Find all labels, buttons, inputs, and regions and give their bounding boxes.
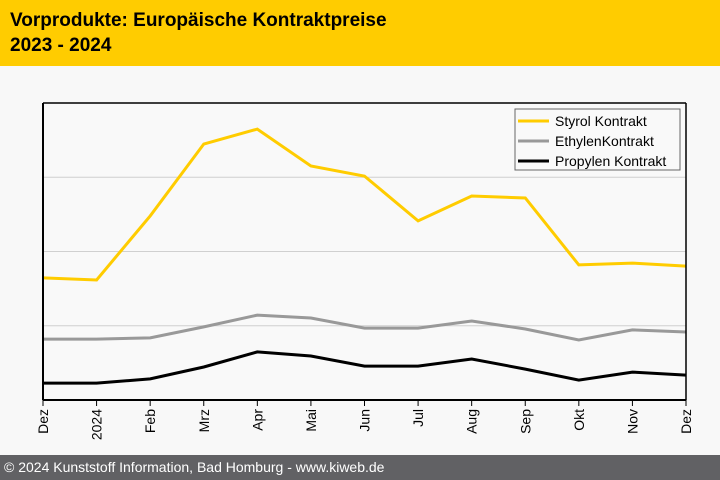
x-tick-label: Jul xyxy=(410,409,426,427)
legend: Styrol Kontrakt EthylenKontrakt Propylen K… xyxy=(514,108,681,171)
legend-label: Propylen Kontrakt xyxy=(555,153,666,169)
x-tick-label: Apr xyxy=(249,409,265,431)
legend-label: Styrol Kontrakt xyxy=(555,113,647,129)
x-tick-label: Feb xyxy=(142,409,158,433)
header-bar: Vorprodukte: Europäische Kontraktpreise … xyxy=(0,0,720,66)
x-axis-ticks: Dez 2024 Feb Mrz Apr Mai Jun Jul Aug Sep Okt Nov Dez xyxy=(35,400,694,440)
x-tick-label: Okt xyxy=(571,409,587,431)
line-chart: Dez 2024 Feb Mrz Apr Mai Jun Jul Aug Sep Okt Nov Dez… xyxy=(35,102,694,440)
x-tick-label: Aug xyxy=(464,409,480,434)
x-tick-label: 2024 xyxy=(89,409,105,440)
x-tick-label: Jun xyxy=(357,409,373,432)
legend-label: EthylenKontrakt xyxy=(555,133,654,149)
x-tick-label: Dez xyxy=(678,409,694,434)
chart-title: Vorprodukte: Europäische Kontraktpreise … xyxy=(10,8,387,58)
series-lines xyxy=(42,127,687,385)
title-line-1: Vorprodukte: Europäische Kontraktpreise xyxy=(10,10,387,31)
copyright-footer: © 2024 Kunststoff Information, Bad Hombu… xyxy=(0,455,720,480)
series-line-ethylenkontrakt xyxy=(43,313,687,342)
title-line-2: 2023 - 2024 xyxy=(10,35,112,56)
x-tick-label: Nov xyxy=(624,409,640,434)
x-tick-label: Sep xyxy=(517,409,533,434)
x-tick-label: Mrz xyxy=(196,409,212,432)
series-line-propylen-kontrakt xyxy=(43,350,687,385)
x-tick-label: Dez xyxy=(35,409,51,434)
x-tick-label: Mai xyxy=(303,409,319,432)
series-line-styrol-kontrakt xyxy=(42,127,687,282)
